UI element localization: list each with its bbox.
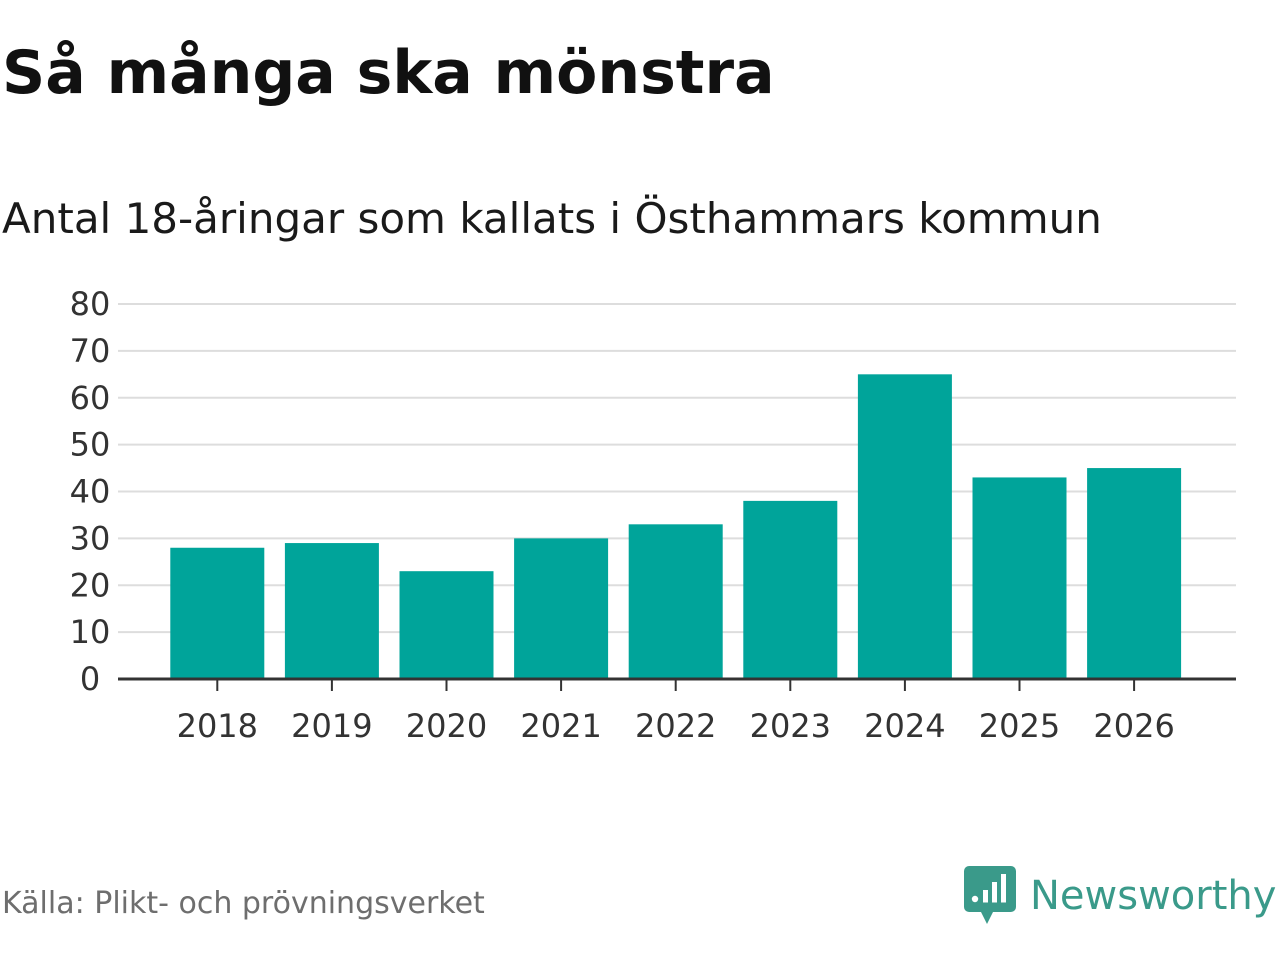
bar [170, 547, 265, 679]
bar [399, 571, 494, 679]
bar [1087, 468, 1182, 679]
bars [170, 374, 1182, 679]
chart-subtitle: Antal 18-åringar som kallats i Östhammar… [2, 194, 1102, 243]
bar [857, 374, 952, 679]
y-tick-label: 40 [70, 473, 111, 511]
y-tick-label: 10 [70, 613, 111, 651]
y-tick-label: 70 [70, 332, 111, 370]
source-note: Källa: Plikt- och prövningsverket [2, 886, 485, 921]
x-tick-label: 2019 [291, 707, 372, 745]
x-tick-label: 2026 [1093, 707, 1174, 745]
y-tick-label: 60 [70, 379, 111, 417]
bar [972, 477, 1067, 679]
x-tick-label: 2025 [979, 707, 1060, 745]
x-tick-label: 2020 [406, 707, 487, 745]
x-tick-label: 2021 [520, 707, 601, 745]
bar [514, 538, 609, 679]
x-tick-label: 2018 [177, 707, 258, 745]
y-tick-label: 50 [70, 426, 111, 464]
x-tick-labels: 2018 2019 2020 2021 2022 2023 2024 2025 2026 [177, 707, 1175, 745]
bar [628, 524, 723, 679]
y-tick-label: 20 [70, 566, 111, 604]
x-tick-label: 2022 [635, 707, 716, 745]
x-axis [118, 677, 1236, 691]
y-tick-label: 80 [70, 285, 111, 323]
y-tick-label: 30 [70, 519, 111, 557]
y-tick-labels: 0 10 20 30 40 50 60 70 80 [70, 285, 111, 698]
y-tick-label: 0 [80, 660, 100, 698]
chart-title: Så många ska mönstra [2, 38, 775, 108]
x-tick-label: 2023 [750, 707, 831, 745]
bar [743, 500, 838, 679]
newsworthy-icon [964, 866, 1016, 924]
brand-name: Newsworthy [1030, 873, 1277, 919]
brand-logo: Newsworthy [964, 864, 1276, 928]
bar [284, 543, 379, 679]
x-tick-label: 2024 [864, 707, 945, 745]
